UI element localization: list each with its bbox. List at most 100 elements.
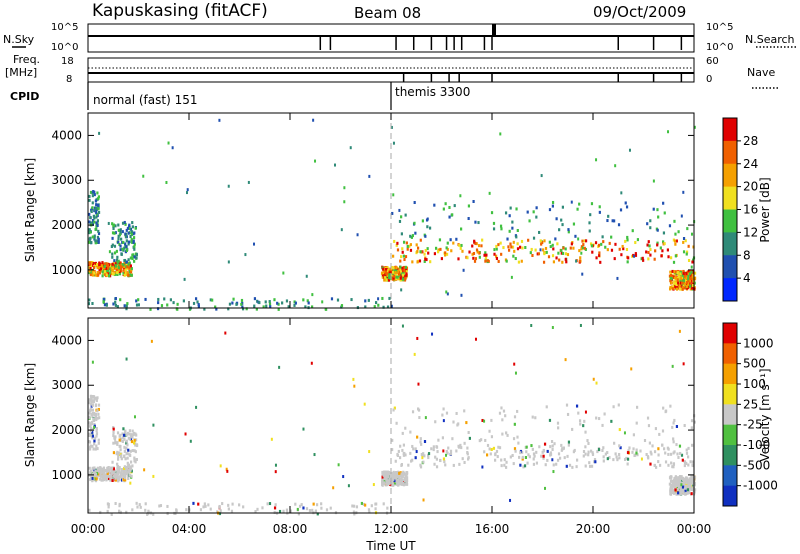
power-echo	[589, 213, 592, 217]
velocity-echo	[435, 457, 438, 461]
power-echo	[600, 242, 603, 246]
velocity-echo	[672, 440, 675, 444]
scatter-point	[514, 371, 517, 375]
power-echo	[673, 270, 676, 274]
power-echo	[95, 203, 98, 207]
power-echo	[120, 237, 123, 241]
power-echo	[401, 247, 404, 251]
power-echo	[340, 304, 344, 308]
power-echo	[133, 247, 136, 251]
velocity-echo	[127, 448, 130, 452]
power-echo	[122, 272, 125, 276]
power-echo	[499, 241, 502, 245]
velocity-echo	[112, 426, 115, 430]
velocity-echo	[391, 448, 394, 452]
velocity-echo	[92, 447, 95, 451]
velocity-echo	[427, 452, 431, 456]
power-echo	[584, 239, 588, 243]
power-echo	[461, 249, 464, 253]
power-echo	[618, 247, 621, 251]
scatter-point	[195, 405, 198, 409]
power-echo	[388, 269, 391, 273]
power-echo	[490, 211, 494, 215]
velocity-echo	[88, 415, 91, 419]
colorbar-swatch	[723, 404, 737, 426]
scatter-point	[368, 450, 371, 454]
scatter-point	[171, 146, 174, 150]
power-echo	[518, 245, 522, 249]
power-echo	[113, 259, 116, 263]
velocity-echo	[566, 412, 570, 416]
power-echo	[620, 253, 623, 257]
scatter-point	[342, 475, 345, 479]
power-echo	[416, 249, 419, 253]
velocity-echo	[676, 487, 679, 491]
power-echo	[103, 270, 107, 274]
velocity-echo	[392, 475, 395, 479]
power-echo	[402, 266, 405, 270]
power-echo	[581, 239, 584, 243]
power-echo	[118, 272, 122, 276]
velocity-echo	[133, 431, 136, 435]
velocity-echo	[97, 438, 100, 442]
power-echo	[114, 297, 117, 301]
velocity-echo	[685, 461, 688, 465]
velocity-echo	[329, 506, 332, 510]
velocity-echo	[565, 464, 568, 468]
velocity-echo	[682, 491, 685, 495]
power-echo	[688, 272, 691, 276]
power-echo	[401, 270, 404, 274]
power-echo	[125, 304, 128, 308]
velocity-echo	[506, 433, 509, 437]
velocity-echo	[498, 446, 502, 450]
power-echo	[117, 237, 120, 241]
power-echo	[169, 298, 172, 302]
velocity-echo	[89, 394, 93, 398]
scatter-point	[693, 125, 696, 129]
velocity-echo	[133, 439, 136, 443]
velocity-echo	[227, 507, 230, 511]
power-echo	[659, 246, 662, 250]
power-echo	[124, 268, 127, 272]
velocity-echo	[587, 453, 590, 457]
scatter-point	[225, 467, 228, 471]
colorbar-swatch	[723, 186, 737, 210]
scatter-point	[417, 382, 420, 386]
power-echo	[669, 256, 673, 260]
velocity-echo	[116, 431, 120, 435]
power-echo	[116, 305, 119, 309]
colorbar-tick-label: 20	[743, 180, 758, 194]
power-echo	[132, 240, 135, 244]
power-echo	[97, 229, 100, 233]
power-echo	[398, 272, 401, 276]
power-echo	[416, 260, 419, 264]
power-echo	[135, 253, 139, 257]
velocity-echo	[658, 432, 661, 436]
power-echo	[679, 287, 682, 291]
power-echo	[673, 273, 676, 277]
velocity-echo	[256, 507, 259, 511]
power-echo	[401, 266, 404, 270]
scatter-point	[580, 251, 583, 255]
power-echo	[100, 264, 103, 268]
velocity-echo	[92, 417, 95, 421]
power-echo	[591, 250, 594, 254]
power-echo	[401, 275, 404, 279]
power-echo	[114, 300, 117, 304]
power-echo	[102, 297, 106, 301]
power-echo	[96, 191, 99, 195]
power-echo	[515, 235, 518, 239]
scatter-point	[102, 300, 105, 304]
colorbar-swatch	[723, 485, 737, 507]
power-echo	[580, 247, 583, 251]
velocity-echo	[685, 481, 688, 485]
power-echo	[97, 237, 100, 241]
power-echo	[373, 305, 376, 309]
power-echo	[115, 249, 118, 253]
power-echo	[672, 238, 675, 242]
power-echo	[197, 303, 200, 307]
power-echo	[551, 254, 555, 258]
scatter-point	[544, 486, 547, 490]
power-echo	[646, 222, 649, 226]
power-echo	[598, 251, 601, 255]
